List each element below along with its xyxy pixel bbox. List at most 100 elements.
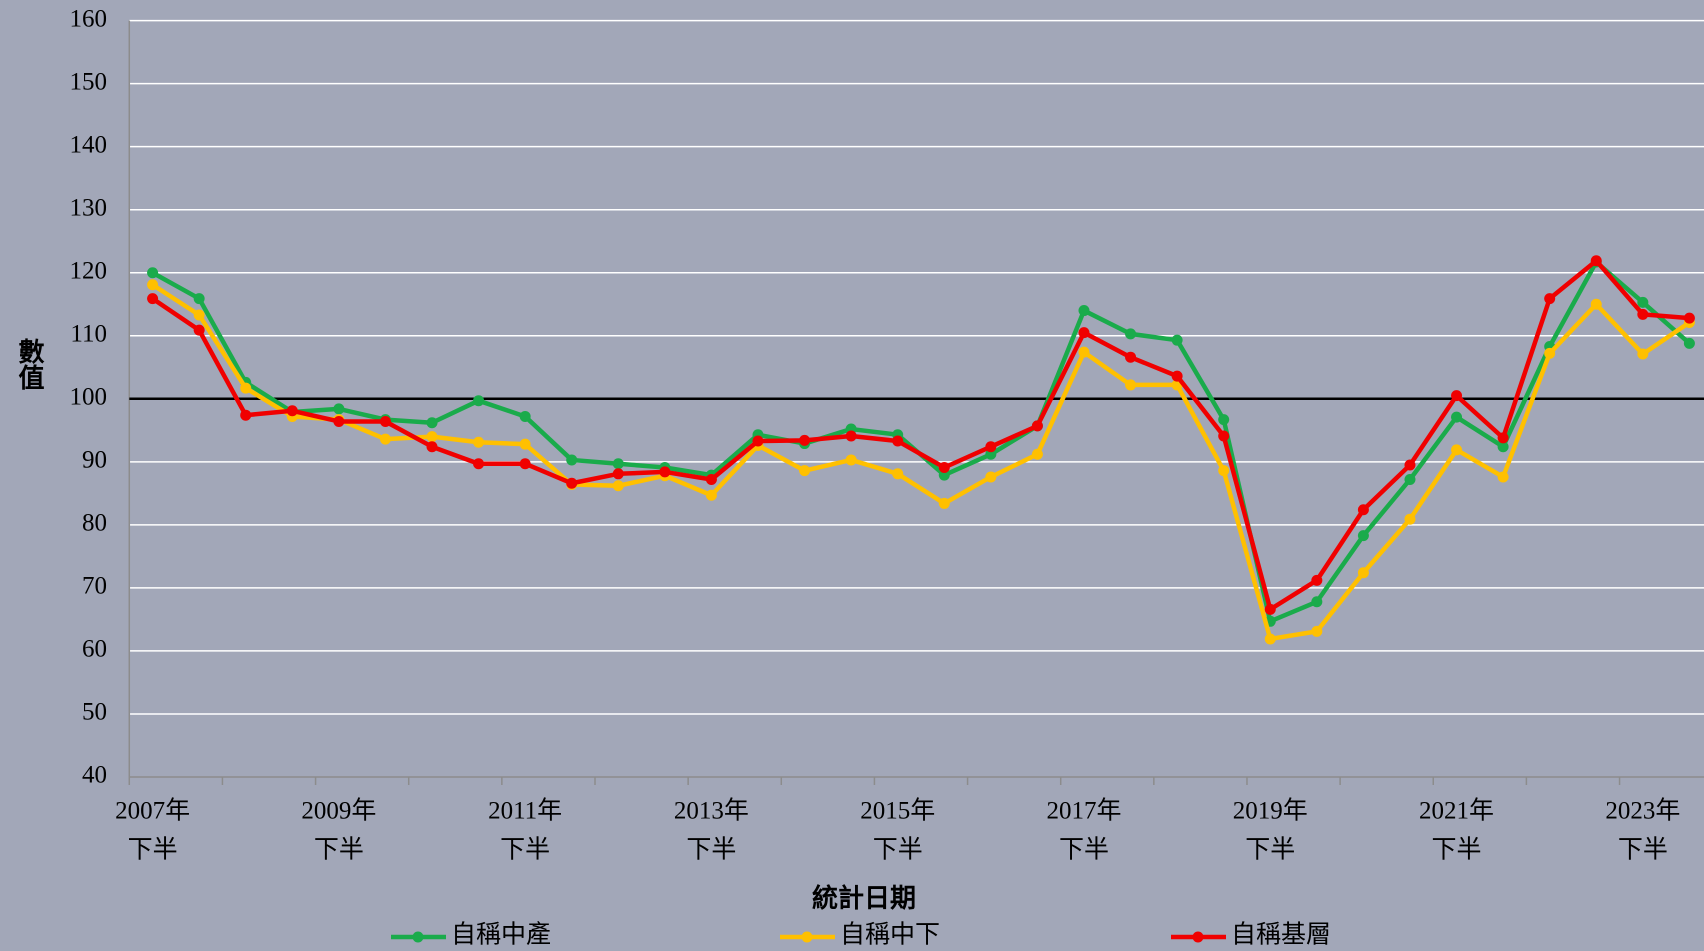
data-point — [1218, 465, 1230, 477]
data-point — [892, 468, 904, 480]
data-point — [1404, 513, 1416, 525]
legend-label: 自稱基層 — [1231, 921, 1331, 949]
x-axis-title: 統計日期 — [812, 883, 916, 913]
data-point — [1451, 444, 1463, 456]
data-point — [1497, 441, 1509, 453]
data-point — [193, 309, 205, 321]
data-point — [147, 267, 159, 279]
data-point — [473, 395, 485, 407]
data-point — [1311, 596, 1323, 608]
legend-marker — [801, 931, 813, 943]
data-point — [426, 431, 438, 443]
data-point — [1311, 574, 1323, 586]
data-point — [752, 435, 764, 447]
data-point — [1311, 625, 1323, 637]
data-point — [1078, 346, 1090, 358]
x-tick-label: 下半 — [1618, 836, 1668, 864]
data-point — [1171, 334, 1183, 346]
data-point — [938, 462, 950, 474]
data-point — [1218, 430, 1230, 442]
data-point — [519, 410, 531, 422]
data-point — [1125, 328, 1137, 340]
legend-marker — [1192, 931, 1204, 943]
data-point — [985, 471, 997, 483]
y-tick-label: 90 — [82, 447, 107, 474]
data-point — [473, 436, 485, 448]
data-point — [519, 438, 531, 450]
data-point — [1590, 255, 1602, 267]
data-point — [1683, 312, 1695, 324]
data-point — [473, 458, 485, 470]
x-tick-label: 2019年 — [1233, 797, 1308, 825]
data-point — [379, 415, 391, 427]
data-point — [1264, 603, 1276, 615]
data-point — [1404, 473, 1416, 485]
y-tick-label: 40 — [82, 762, 107, 789]
data-point — [1264, 633, 1276, 645]
x-tick-label: 下半 — [1059, 836, 1109, 864]
data-point — [1544, 347, 1556, 359]
x-tick-label: 2023年 — [1605, 797, 1680, 825]
data-point — [1544, 293, 1556, 305]
x-tick-label: 下半 — [686, 836, 736, 864]
x-tick-label: 2009年 — [301, 797, 376, 825]
data-point — [1078, 327, 1090, 339]
x-tick-label: 下半 — [128, 836, 178, 864]
data-point — [1637, 308, 1649, 320]
legend-label: 自稱中產 — [451, 921, 551, 949]
x-tick-label: 2011年 — [488, 797, 562, 825]
data-point — [1637, 296, 1649, 308]
data-point — [1497, 471, 1509, 483]
data-point — [938, 497, 950, 509]
data-point — [799, 434, 811, 446]
x-tick-label: 下半 — [1432, 836, 1482, 864]
legend-label: 自稱中下 — [840, 921, 940, 949]
y-tick-label: 160 — [70, 5, 108, 32]
y-tick-label: 130 — [70, 194, 108, 221]
data-point — [147, 279, 159, 291]
x-tick-label: 下半 — [500, 836, 550, 864]
data-point — [985, 448, 997, 460]
data-point — [379, 433, 391, 445]
data-point — [1125, 351, 1137, 363]
data-point — [240, 409, 252, 421]
data-point — [1451, 390, 1463, 402]
data-point — [240, 382, 252, 394]
y-tick-label: 150 — [70, 68, 108, 95]
data-point — [985, 441, 997, 453]
data-point — [1590, 298, 1602, 310]
data-point — [1357, 504, 1369, 516]
data-point — [566, 477, 578, 489]
data-point — [1357, 530, 1369, 542]
data-point — [612, 458, 624, 470]
series-line — [151, 282, 1691, 642]
y-tick-label: 120 — [70, 257, 108, 284]
y-tick-label: 110 — [70, 321, 107, 348]
y-axis-title: 數值 — [15, 338, 44, 390]
y-tick-label: 100 — [70, 384, 108, 411]
data-point — [519, 458, 531, 470]
data-point — [1637, 348, 1649, 360]
data-point — [1031, 420, 1043, 432]
x-tick-label: 2013年 — [674, 797, 749, 825]
x-tick-label: 下半 — [873, 836, 923, 864]
data-point — [1078, 305, 1090, 317]
y-tick-label: 80 — [82, 510, 107, 537]
x-tick-label: 2021年 — [1419, 797, 1494, 825]
x-tick-label: 2007年 — [115, 797, 190, 825]
data-point — [1683, 337, 1695, 349]
y-tick-label: 140 — [70, 131, 108, 158]
data-point — [1404, 459, 1416, 471]
data-point — [845, 430, 857, 442]
legend-marker — [412, 931, 424, 943]
x-tick-label: 2015年 — [860, 797, 935, 825]
data-point — [799, 465, 811, 477]
data-point — [892, 435, 904, 447]
data-point — [612, 480, 624, 492]
data-point — [612, 468, 624, 480]
y-tick-label: 70 — [82, 573, 107, 600]
data-point — [845, 454, 857, 466]
data-point — [1497, 432, 1509, 444]
data-point — [193, 293, 205, 305]
